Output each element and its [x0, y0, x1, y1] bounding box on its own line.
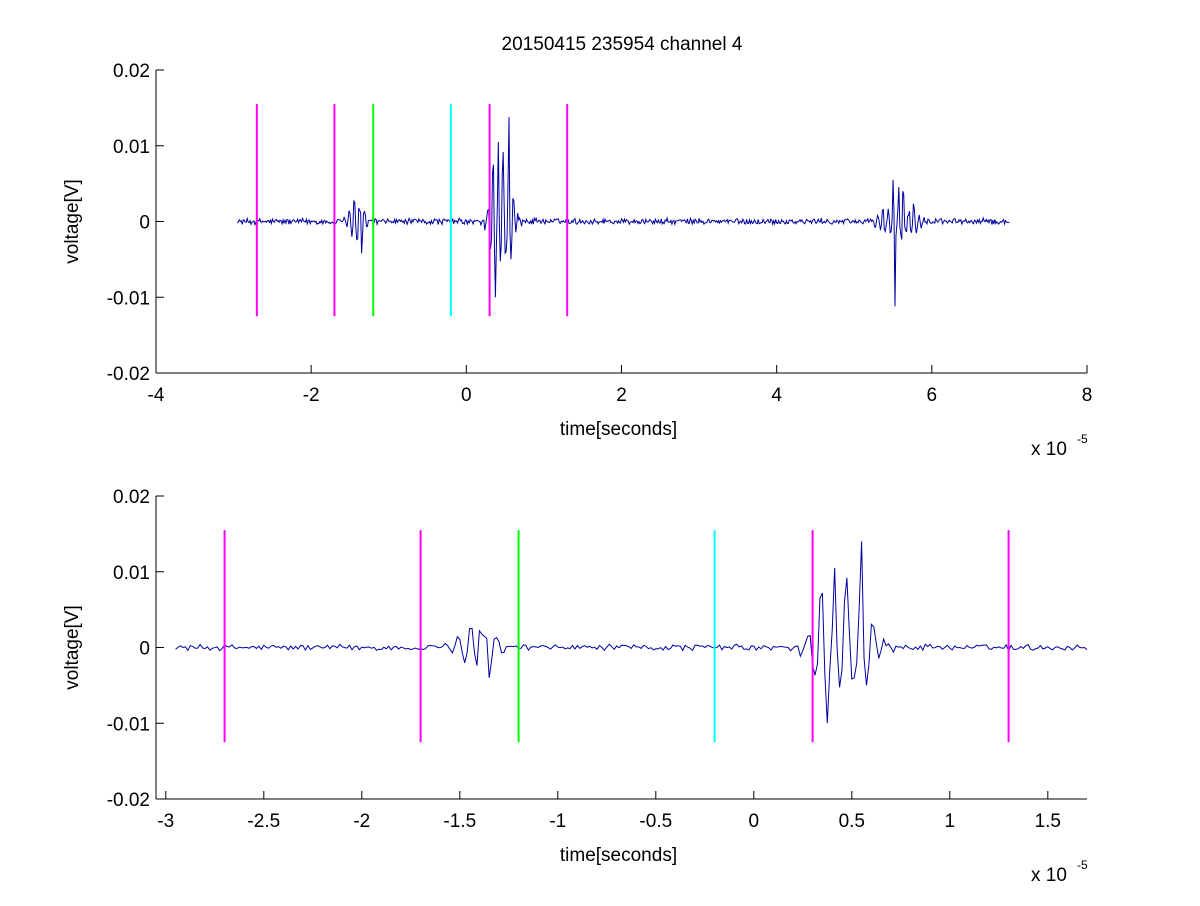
y-tick-label: -0.02 [107, 364, 150, 385]
x-tick-label: 0.5 [839, 811, 865, 832]
y-tick-label: 0.02 [113, 487, 150, 508]
x-multiplier-exponent: -5 [1077, 858, 1088, 872]
x-tick-label: 2 [616, 385, 627, 406]
x-tick-label: -2 [353, 811, 370, 832]
x-tick-label: 0 [461, 385, 472, 406]
top-plot-panel: -0.02 -0.01 0 0.01 0.02 -4 -2 0 2 4 6 8 time[seconds… [62, 61, 1092, 460]
y-tick-label: -0.01 [107, 288, 150, 309]
x-tick-label: -0.5 [639, 811, 672, 832]
x-tick-label: 6 [927, 385, 938, 406]
plot-area [237, 104, 1010, 317]
signal-series-line [175, 541, 1087, 724]
x-tick-label: 4 [771, 385, 782, 406]
y-tick-label: 0 [139, 639, 150, 660]
y-axis-label: voltage[V] [62, 179, 83, 264]
y-axis-label: voltage[V] [62, 605, 83, 690]
x-tick-label: -2.5 [247, 811, 280, 832]
x-tick-label: -4 [148, 385, 165, 406]
x-tick-label: 1.5 [1035, 811, 1061, 832]
x-tick-label: 8 [1082, 385, 1093, 406]
plot-area [175, 530, 1087, 743]
x-multiplier-label: x 10 [1031, 439, 1067, 460]
x-axis-label: time[seconds] [560, 419, 677, 440]
x-tick-label: -1 [549, 811, 566, 832]
x-tick-label: -1.5 [443, 811, 476, 832]
y-tick-label: -0.01 [107, 714, 150, 735]
x-tick-label: 0 [749, 811, 760, 832]
x-tick-label: -3 [157, 811, 174, 832]
y-tick-label: 0.01 [113, 137, 150, 158]
bottom-plot-panel: -0.02 -0.01 0 0.01 0.02 -3 -2.5 -2 -1.5 -1 -0.5 0 0.… [62, 487, 1088, 886]
x-tick-label: 1 [945, 811, 956, 832]
signal-series-line [237, 116, 1010, 307]
x-axis-label: time[seconds] [560, 845, 677, 866]
x-multiplier-exponent: -5 [1077, 432, 1088, 446]
figure-title: 20150415 235954 channel 4 [502, 34, 743, 55]
y-tick-label: -0.02 [107, 790, 150, 811]
y-tick-label: 0.01 [113, 563, 150, 584]
x-multiplier-label: x 10 [1031, 865, 1067, 886]
x-tick-label: -2 [303, 385, 320, 406]
y-tick-label: 0.02 [113, 61, 150, 82]
y-tick-label: 0 [139, 213, 150, 234]
